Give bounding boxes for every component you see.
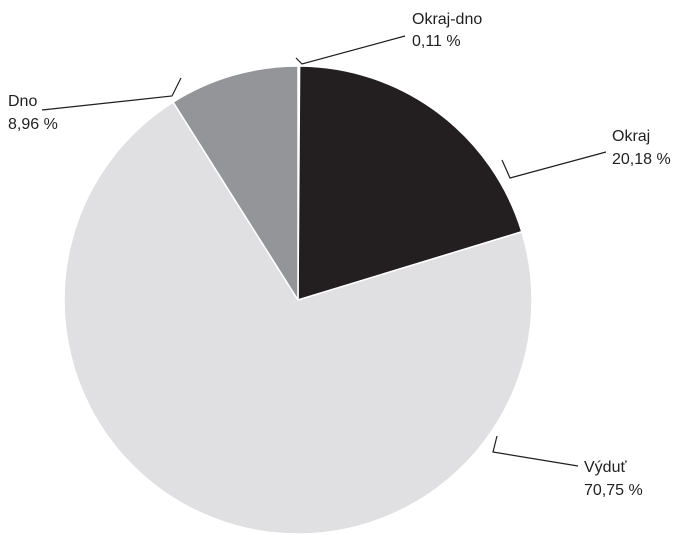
value-dno: 8,96 % <box>8 116 58 133</box>
leader-line-dno <box>41 77 182 111</box>
pie-slice-okraj <box>297 65 523 301</box>
leader-line-vydut <box>492 435 579 467</box>
leader-lines <box>41 35 607 467</box>
leader-line-okraj-dno <box>295 35 406 65</box>
pie-slice-dno <box>172 65 299 301</box>
label-okraj: Okraj <box>612 128 650 145</box>
pie-slice-vydut <box>63 101 533 535</box>
leader-line-okraj <box>501 151 607 179</box>
pie-slices <box>63 65 533 535</box>
label-vydut: Výduť <box>584 459 627 476</box>
label-dno: Dno <box>8 93 37 110</box>
value-vydut: 70,75 % <box>584 482 643 499</box>
value-okraj: 20,18 % <box>612 151 671 168</box>
value-okraj-dno: 0,11 % <box>412 33 461 50</box>
label-okraj-dno: Okraj-dno <box>412 11 482 28</box>
